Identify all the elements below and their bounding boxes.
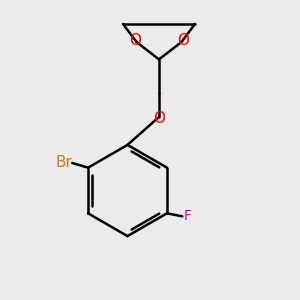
Text: Br: Br xyxy=(56,155,72,170)
Text: O: O xyxy=(129,33,141,48)
Text: O: O xyxy=(177,33,189,48)
Text: F: F xyxy=(184,209,192,224)
Text: O: O xyxy=(153,111,165,126)
